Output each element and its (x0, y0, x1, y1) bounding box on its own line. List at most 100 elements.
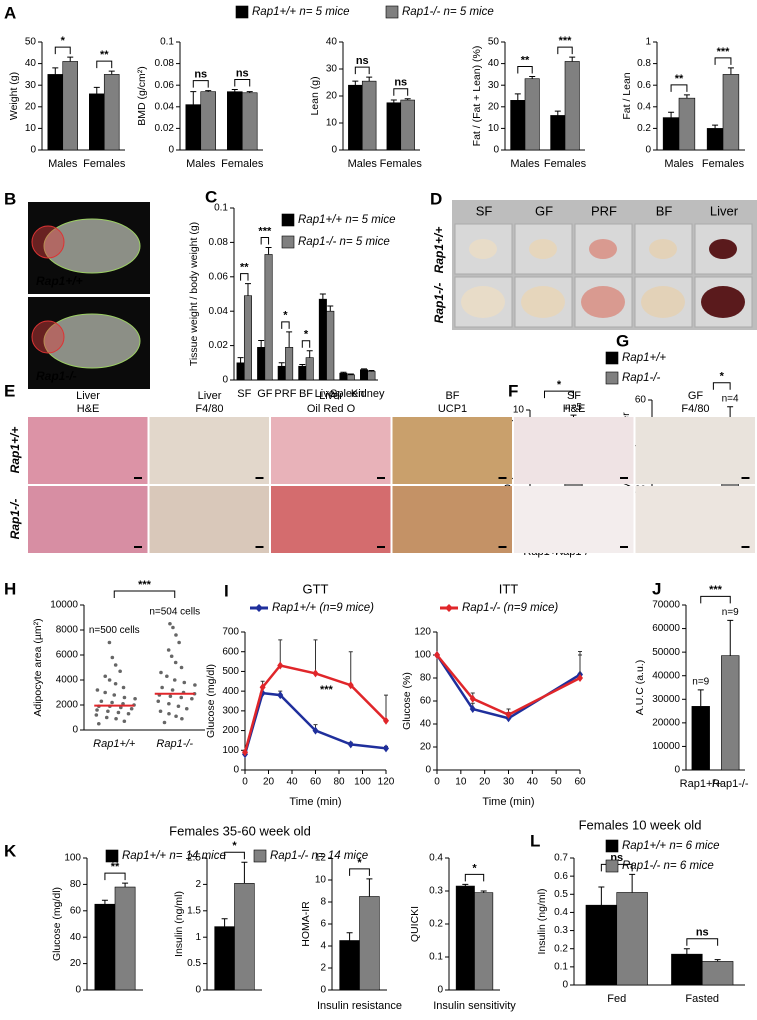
sig-label: *** (709, 584, 723, 596)
data-point (184, 706, 189, 711)
x-axis-label: Time (min) (482, 796, 534, 808)
error-bar (190, 91, 197, 105)
data-point (312, 669, 319, 678)
error-bar (348, 651, 353, 686)
column-label: UCP1 (438, 403, 467, 415)
y-tick-label: 100 (222, 745, 239, 756)
sig-bracket (464, 873, 485, 882)
error-bar (278, 639, 283, 666)
series-line (243, 691, 387, 755)
y-axis-label: BMD (g/cm²) (136, 66, 148, 126)
sig-label: ns (194, 69, 207, 81)
data-point (99, 699, 104, 704)
y-tick-label: 30 (25, 80, 37, 91)
data-point (129, 706, 134, 711)
error-bar (246, 91, 253, 93)
x-tick-label: Rap1+/+ (680, 778, 722, 790)
error-bar (265, 247, 272, 255)
bar (277, 365, 286, 381)
data-point (168, 621, 172, 626)
error-bar (569, 56, 576, 62)
n-label: n=504 cells (149, 606, 200, 617)
legend-swatch (253, 849, 267, 863)
data-point (193, 683, 197, 687)
legend-label: Rap1-/- (622, 372, 661, 384)
x-tick-label: 20 (479, 777, 491, 788)
row-label: Rap1+/+ (8, 427, 22, 474)
y-tick-label: 200 (222, 725, 239, 736)
legend-swatch (235, 5, 249, 19)
legend-label: Rap1+/+ n= 14 mice (122, 850, 226, 862)
y-tick-label: 0.02 (155, 123, 175, 134)
bar (585, 904, 618, 986)
y-tick-label: 100 (64, 853, 81, 864)
y-tick-label: 2000 (56, 700, 79, 711)
data-point (168, 694, 173, 699)
y-tick-label: 0 (425, 765, 431, 776)
sig-label: ** (100, 49, 109, 61)
x-tick-label: Kidney (351, 388, 385, 400)
error-bar (390, 99, 397, 103)
data-point (312, 726, 319, 735)
y-tick-label: 80 (70, 879, 82, 890)
y-tick-label: 10 (315, 875, 327, 886)
y-axis-label: Glucose (mg/dl) (205, 664, 217, 738)
bar (264, 254, 273, 381)
bar (47, 74, 64, 151)
legend-swatch (105, 849, 119, 863)
column-label: SF (567, 390, 581, 402)
bar (227, 91, 243, 151)
bar (257, 347, 266, 381)
x-tick-label: Males (186, 158, 216, 170)
y-tick-label: 0.2 (554, 943, 568, 954)
y-tick-label: 50 (25, 37, 37, 48)
x-tick-label: PRF (274, 388, 296, 400)
bar (616, 892, 648, 986)
data-point (179, 695, 184, 700)
bar (298, 365, 307, 381)
bar (89, 93, 105, 151)
data-point (95, 708, 99, 712)
y-tick-label: 4 (320, 941, 326, 952)
error-bar (480, 890, 487, 893)
y-axis-label: A.U.C (a.u.) (634, 660, 646, 715)
n-label: n=5 (565, 402, 582, 413)
sig-bracket (104, 872, 126, 881)
data-point (159, 670, 163, 675)
data-point (103, 690, 107, 695)
sig-bracket (301, 340, 311, 348)
y-tick-label: 0.4 (637, 101, 651, 112)
sig-label: * (283, 310, 288, 322)
error-bar (384, 694, 388, 721)
error-bar (67, 56, 74, 62)
y-tick-label: 0.6 (554, 871, 568, 882)
column-label: Oil Red O (307, 403, 356, 415)
panel-letter: H (4, 579, 16, 598)
column-label: PRF (591, 203, 617, 218)
column-label: H&E (77, 403, 100, 415)
error-bar (727, 619, 734, 656)
panel-letter: D (430, 189, 442, 208)
x-tick-label: Females (702, 158, 745, 170)
micrograph (149, 486, 269, 553)
data-point (177, 640, 181, 645)
micrograph (514, 486, 634, 553)
y-tick-label: 60 (420, 696, 432, 707)
bar (318, 298, 327, 381)
y-tick-label: 1 (195, 932, 201, 943)
error-bar (629, 873, 636, 893)
y-tick-label: 0 (30, 145, 36, 156)
x-tick-label: Spleen (330, 388, 364, 400)
error-bar (361, 368, 368, 370)
sig-bracket (113, 590, 176, 598)
bar (200, 91, 216, 151)
bar (671, 953, 703, 986)
data-point (122, 719, 127, 724)
error-bar (727, 67, 734, 75)
y-tick-label: 2.5 (187, 853, 201, 864)
panel-letter: A (4, 3, 16, 22)
data-point (469, 705, 476, 714)
x-tick-label: 80 (333, 777, 345, 788)
data-point (122, 695, 127, 700)
sig-label: * (61, 35, 66, 47)
